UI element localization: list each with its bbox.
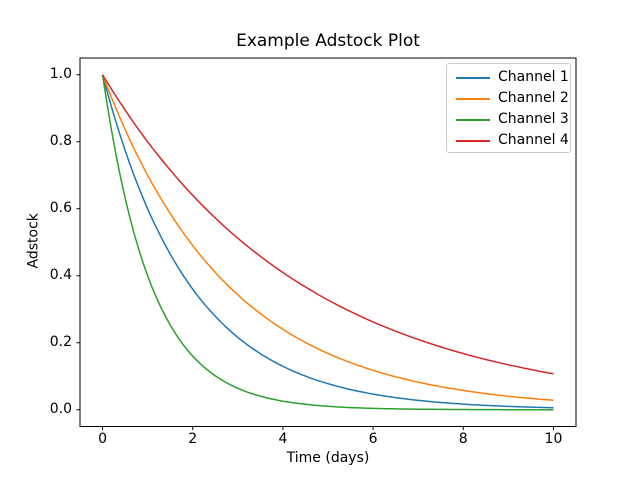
legend-label: Channel 4 [498,132,569,148]
series-line-channel-3 [101,74,554,411]
x-tick-label: 10 [544,431,563,447]
x-tick-label: 4 [278,431,288,447]
legend-line-swatch [456,97,490,100]
y-axis-label: Adstock [25,213,42,269]
x-tick-label: 6 [368,431,378,447]
y-tick-label: 0.6 [49,200,72,217]
legend-label: Channel 2 [498,90,569,106]
legend-label: Channel 3 [498,111,569,127]
legend-item: Channel 2 [447,88,570,109]
legend-item: Channel 4 [447,130,570,151]
legend-line-swatch [456,118,490,121]
x-axis-label: Time (days) [286,450,370,466]
y-tick-label: 1.0 [49,66,72,83]
y-tick-label: 0.4 [49,267,72,284]
legend: Channel 1 Channel 2 Channel 3 Channel 4 [446,63,571,153]
y-tick-label: 0.8 [49,133,72,150]
legend-line-swatch [456,76,490,79]
chart-title: Example Adstock Plot [236,31,420,51]
legend-item: Channel 1 [447,67,570,88]
axes-frame [79,57,577,427]
legend-line-swatch [456,139,490,142]
series-line-channel-4 [101,74,554,375]
x-tick-label: 0 [98,431,107,447]
y-tick-label: 0.2 [49,334,72,351]
series-line-channel-2 [101,74,554,402]
y-tick-label: 0.0 [49,401,72,418]
legend-item: Channel 3 [447,109,570,130]
legend-label: Channel 1 [498,69,569,85]
x-tick-label: 2 [188,431,198,447]
series-line-channel-1 [101,74,554,409]
x-tick-label: 8 [458,431,468,447]
